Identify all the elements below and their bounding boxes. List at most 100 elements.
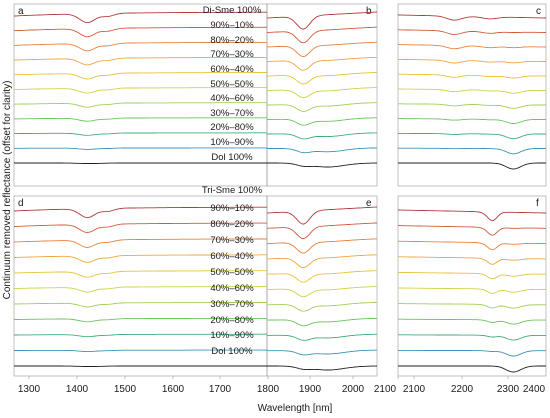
- spectrum-line-c-9: [398, 147, 546, 155]
- spectrum-line-f-0: [398, 209, 546, 222]
- spectrum-line-b-3: [267, 56, 378, 71]
- spectrum-line-a-2: [13, 41, 267, 52]
- series-label: 70%–30%: [210, 49, 254, 60]
- panel-frame-e: [266, 195, 378, 377]
- x-tick-label: 1800: [257, 384, 280, 395]
- panel-letter-e: e: [366, 198, 372, 209]
- series-label: 20%–80%: [210, 122, 254, 133]
- spectrum-line-f-1: [398, 225, 546, 236]
- top-series-labels: Di-Sme 100% 90%–10% 80%–20% 70%–30% 60%–…: [203, 5, 262, 163]
- spectrum-line-b-7: [267, 117, 378, 126]
- spectrum-line-c-7: [398, 118, 546, 124]
- spectrum-line-e-2: [266, 238, 378, 254]
- spectrum-line-d-5: [13, 286, 267, 293]
- x-axis-label: Wavelength [nm]: [258, 403, 333, 414]
- panel-letter-a: a: [18, 6, 24, 17]
- spectrum-line-c-10: [398, 162, 546, 170]
- spectrum-line-b-10: [267, 162, 378, 168]
- bottom-series-labels: Tri-Sme 100% 90%–10% 80%–20% 70%–30% 60%…: [202, 185, 263, 357]
- spectrum-line-d-9: [14, 349, 267, 353]
- spectrum-line-f-2: [398, 240, 546, 251]
- x-tick-label: 1900: [299, 384, 322, 395]
- spectrum-line-f-8: [398, 334, 546, 341]
- spectrum-line-e-5: [267, 286, 378, 298]
- panel-letter-b: b: [366, 6, 372, 17]
- spectrum-line-e-0: [266, 206, 378, 225]
- series-label: 10%–90%: [210, 137, 254, 148]
- spectrum-line-a-8: [14, 132, 267, 136]
- series-label: Dol 100%: [211, 152, 253, 163]
- series-label: 10%–90%: [210, 330, 254, 341]
- x-tick-label: 1700: [209, 384, 232, 395]
- spectrum-line-f-7: [398, 318, 546, 325]
- spectrum-line-e-1: [266, 222, 378, 239]
- spectrum-line-a-7: [14, 117, 267, 122]
- panel-frame-c: [397, 3, 547, 187]
- spectrum-line-b-5: [267, 87, 378, 99]
- spectrum-line-c-3: [398, 58, 546, 64]
- spectrum-line-a-1: [13, 26, 267, 38]
- series-label: 50%–50%: [210, 267, 254, 278]
- spectrum-line-d-4: [13, 270, 267, 278]
- series-label: 50%–50%: [210, 79, 254, 90]
- spectrum-line-f-6: [398, 303, 546, 309]
- spectrum-line-c-0: [398, 14, 546, 21]
- spectrum-line-b-8: [267, 132, 378, 140]
- series-label: 40%–60%: [210, 93, 254, 104]
- series-label: 20%–80%: [210, 315, 254, 326]
- spectrum-line-d-2: [13, 238, 267, 248]
- series-label: Di-Sme 100%: [203, 5, 262, 16]
- spectrum-line-a-3: [13, 56, 267, 66]
- spectrum-line-f-9: [398, 349, 546, 357]
- x-tick-label: 2000: [342, 384, 365, 395]
- spectrum-line-d-10: [14, 365, 267, 367]
- spectrum-line-b-1: [266, 26, 378, 44]
- spectrum-line-d-7: [14, 317, 267, 323]
- series-label: 30%–70%: [210, 299, 254, 310]
- series-label: 90%–10%: [210, 20, 254, 31]
- spectrum-line-e-4: [267, 270, 378, 283]
- spectrum-line-f-5: [398, 287, 546, 294]
- x-tick-label: 2100: [403, 384, 426, 395]
- spectrum-line-a-9: [14, 147, 267, 150]
- spectrum-line-a-6: [13, 102, 267, 108]
- panel-frame-b: [266, 3, 378, 187]
- x-tick-label: 1600: [162, 384, 185, 395]
- spectrum-line-a-0: [13, 11, 267, 24]
- spectrum-line-c-4: [398, 73, 546, 79]
- spectrum-line-f-3: [398, 256, 546, 265]
- panel-letter-f: f: [536, 198, 539, 209]
- series-label: 40%–60%: [210, 283, 254, 294]
- spectra-curves: [13, 11, 546, 373]
- spectrum-line-e-8: [267, 333, 378, 341]
- spectrum-line-c-1: [398, 29, 546, 35]
- series-label: 80%–20%: [210, 219, 254, 230]
- panel-letter-c: c: [536, 6, 541, 17]
- series-label: 90%–10%: [210, 203, 254, 214]
- spectrum-line-b-9: [267, 147, 378, 154]
- spectrum-line-c-2: [398, 44, 546, 50]
- spectrum-line-a-10: [14, 162, 267, 164]
- spectrum-line-e-9: [267, 349, 378, 356]
- x-tick-label: 2100: [374, 384, 397, 395]
- spectrum-line-e-7: [267, 317, 378, 327]
- series-label: 80%–20%: [210, 35, 254, 46]
- spectrum-line-d-8: [14, 333, 267, 338]
- series-label: 70%–30%: [210, 235, 254, 246]
- series-label: Dol 100%: [211, 346, 253, 357]
- x-tick-label: 1400: [66, 384, 89, 395]
- spectrum-line-e-10: [267, 365, 378, 371]
- x-axis-tick-labels: 1300 1400 1500 1600 1700 1800 1900 2000 …: [18, 384, 546, 395]
- spectrum-line-d-6: [13, 302, 267, 308]
- series-label: Tri-Sme 100%: [202, 185, 263, 196]
- series-label: 60%–40%: [210, 251, 254, 262]
- spectrum-line-c-6: [398, 103, 546, 109]
- spectrum-line-f-4: [398, 271, 546, 280]
- panel-frame-f: [397, 195, 547, 377]
- spectrum-line-a-5: [13, 87, 267, 94]
- x-tick-label: 2400: [523, 384, 546, 395]
- spectrum-line-b-6: [267, 102, 378, 112]
- spectrum-line-d-1: [13, 222, 267, 234]
- x-tick-label: 1500: [114, 384, 137, 395]
